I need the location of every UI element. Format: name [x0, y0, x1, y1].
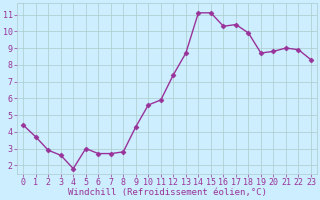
- X-axis label: Windchill (Refroidissement éolien,°C): Windchill (Refroidissement éolien,°C): [68, 188, 267, 197]
